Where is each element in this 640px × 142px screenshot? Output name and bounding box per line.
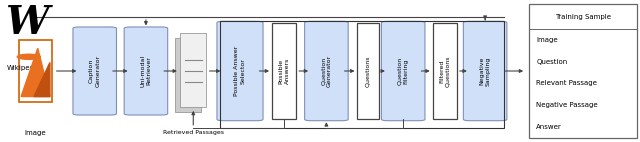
FancyBboxPatch shape	[73, 27, 116, 115]
Bar	[180, 33, 206, 106]
Text: Negative
Sampling: Negative Sampling	[479, 56, 491, 86]
Bar	[529, 4, 637, 138]
Text: Question
Filtering: Question Filtering	[397, 57, 409, 85]
Text: Training Sample: Training Sample	[555, 14, 611, 20]
Text: Wikipedia: Wikipedia	[6, 65, 40, 71]
Polygon shape	[34, 62, 50, 97]
Text: Possible Answer
Selector: Possible Answer Selector	[234, 46, 246, 96]
Text: Relevant Passage: Relevant Passage	[536, 80, 597, 86]
Text: Retrieved Passages: Retrieved Passages	[163, 130, 224, 135]
Text: Image: Image	[24, 130, 46, 136]
FancyBboxPatch shape	[124, 27, 168, 115]
Polygon shape	[21, 48, 50, 97]
Text: Possible
Answers: Possible Answers	[278, 58, 290, 84]
Circle shape	[17, 54, 40, 59]
Bar	[19, 40, 52, 102]
Bar	[433, 23, 457, 119]
Text: Caption
Generator: Caption Generator	[89, 55, 100, 87]
Text: W: W	[5, 4, 49, 42]
Text: Filtered
Questions: Filtered Questions	[439, 55, 451, 87]
Bar	[220, 21, 504, 128]
FancyBboxPatch shape	[463, 21, 507, 121]
Bar	[272, 23, 296, 119]
Text: Image: Image	[536, 37, 558, 43]
Bar	[357, 23, 379, 119]
Bar	[175, 38, 201, 112]
Text: Uni-modal
Retriever: Uni-modal Retriever	[140, 55, 152, 87]
Text: Question
Generator: Question Generator	[321, 55, 332, 87]
Text: Question: Question	[536, 59, 568, 65]
FancyBboxPatch shape	[217, 21, 263, 121]
Text: Questions: Questions	[365, 55, 371, 87]
FancyBboxPatch shape	[305, 21, 348, 121]
Text: Negative Passage: Negative Passage	[536, 102, 598, 108]
Text: Answer: Answer	[536, 124, 562, 130]
FancyBboxPatch shape	[381, 21, 425, 121]
